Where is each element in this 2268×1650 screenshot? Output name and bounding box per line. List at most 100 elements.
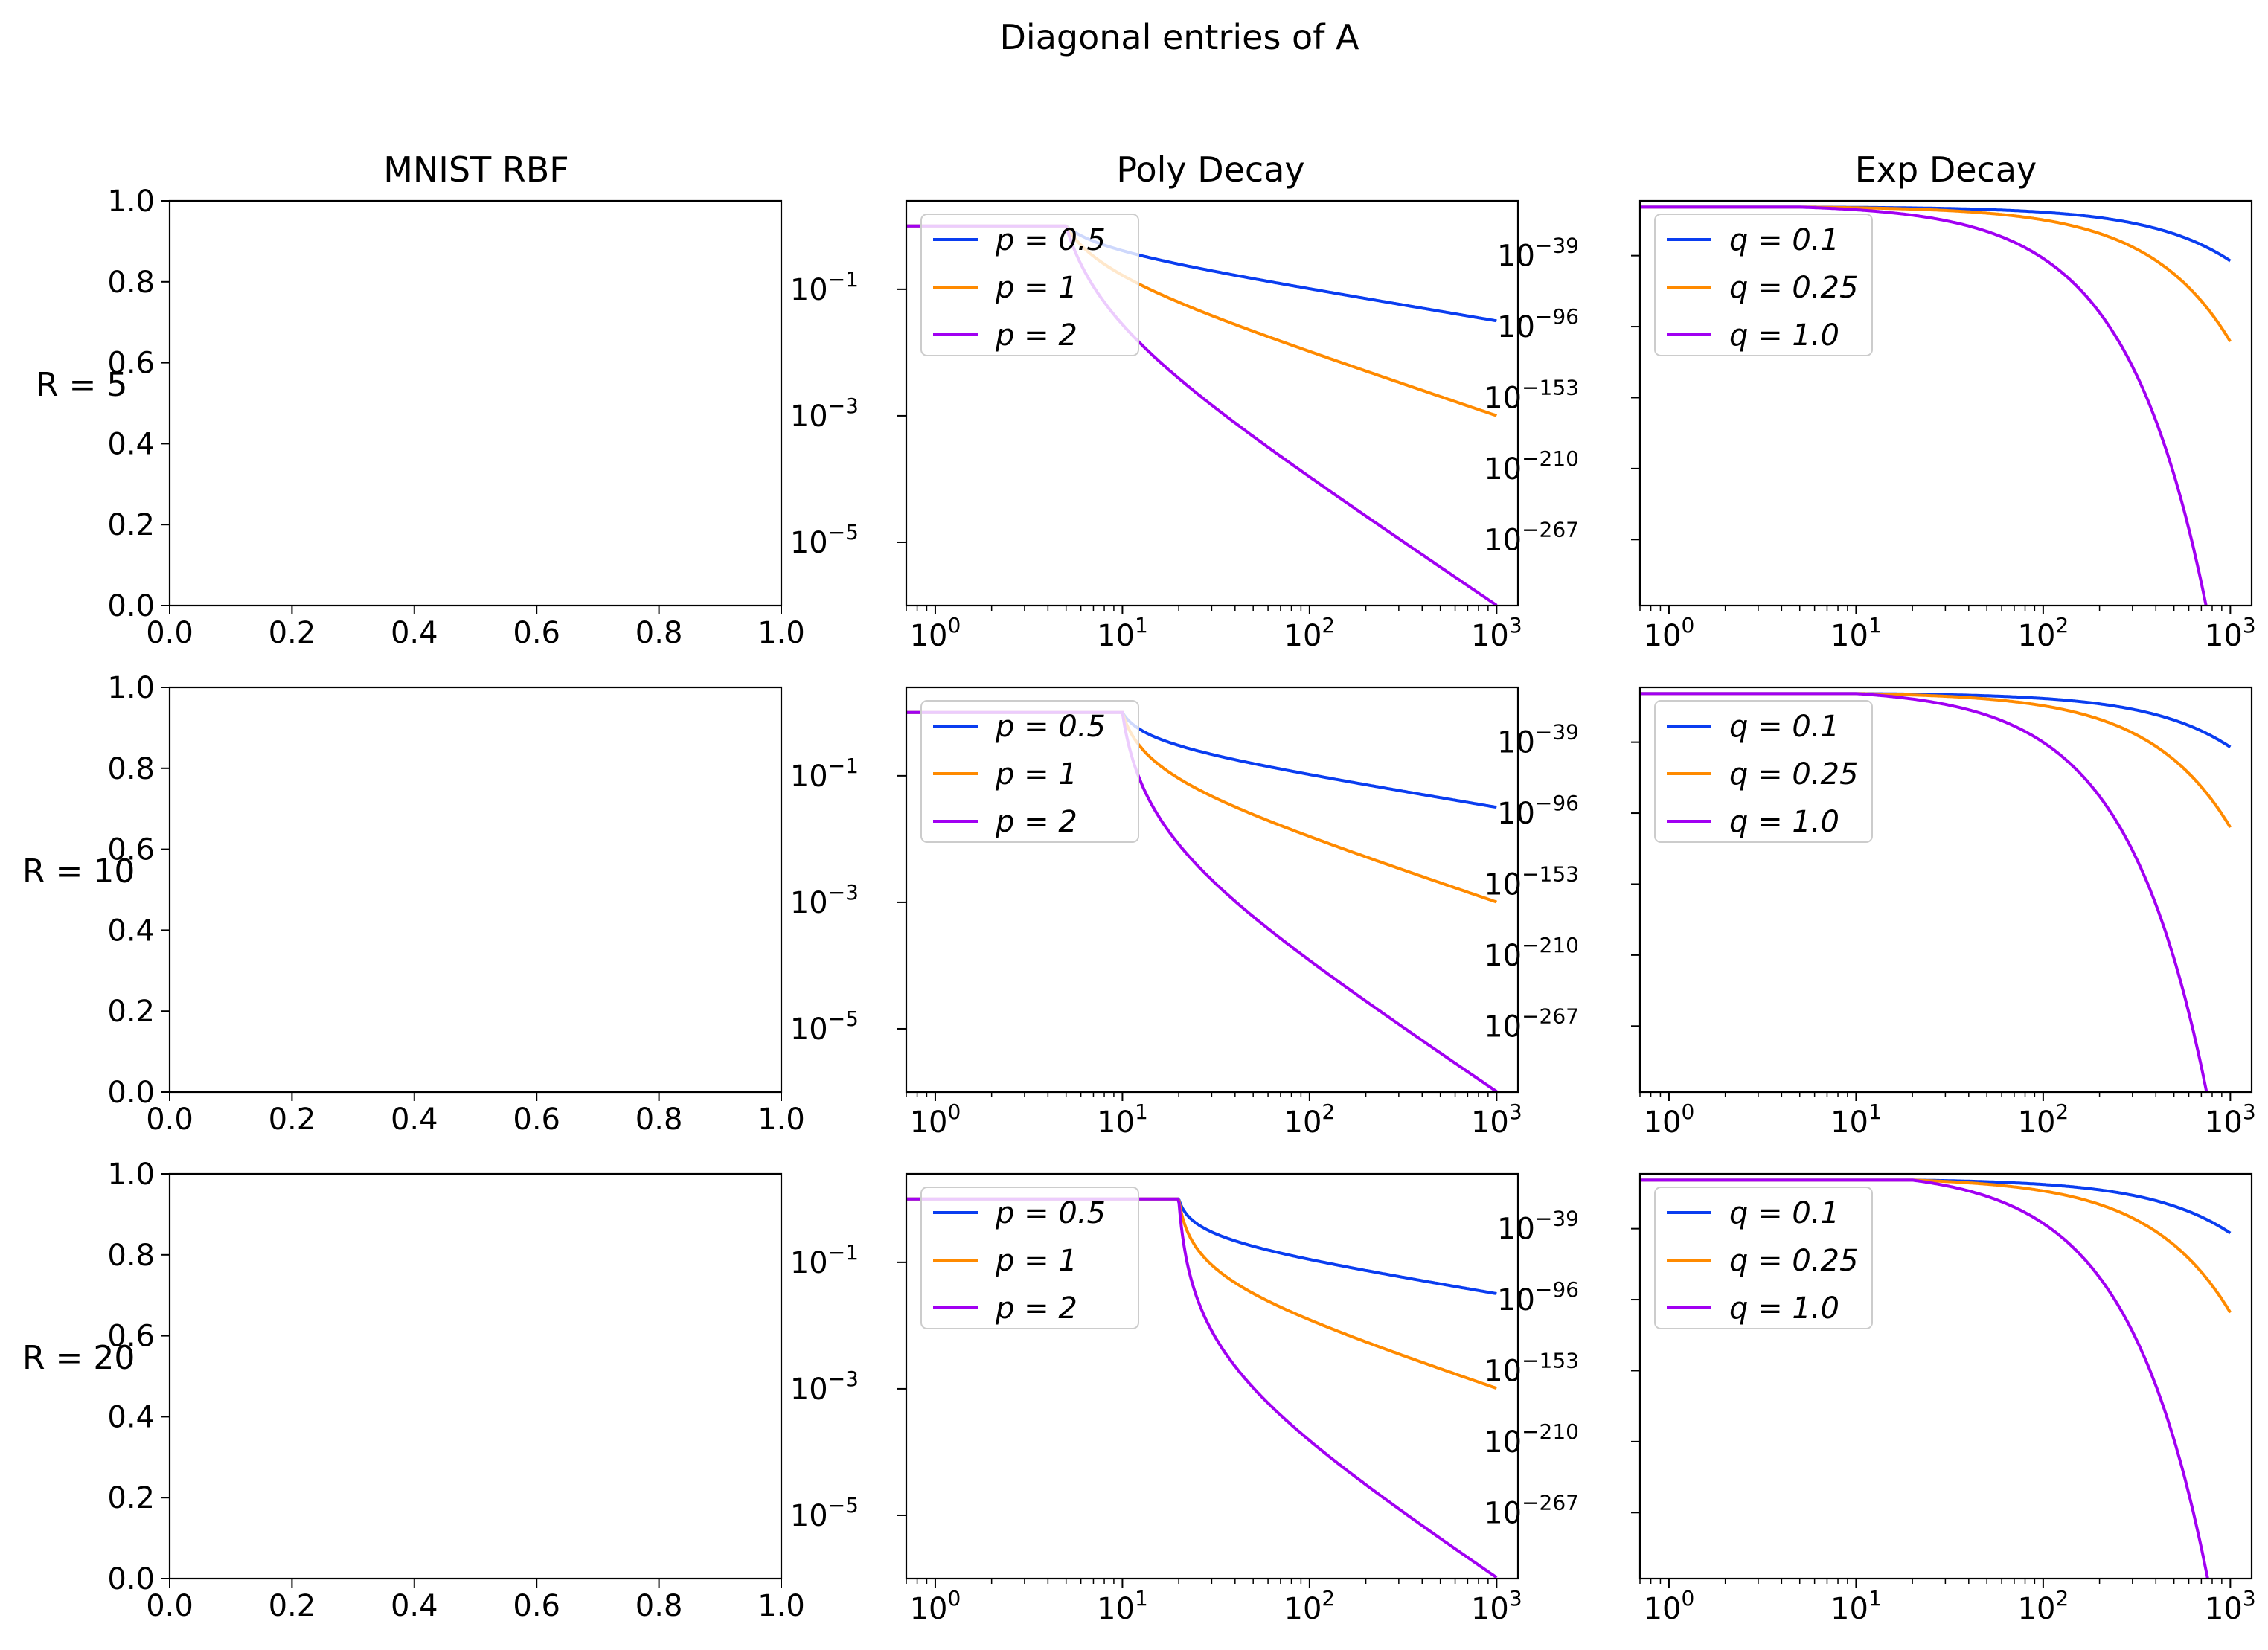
x-tick-label: 103 [2205, 1586, 2256, 1626]
panel-exp-decay-r5: 100 101 102 103 10−39 10−96 10−153 10−210 10−267… [1484, 199, 2256, 653]
series-line-3 [1640, 205, 2208, 606]
x-tick-label: 102 [1284, 1100, 1336, 1140]
x-tick-label: 103 [2205, 1100, 2256, 1140]
y-tick-label: 10−39 [1497, 1207, 1579, 1247]
axes-frame [1638, 686, 2253, 1094]
x-tick-label: 102 [2018, 1100, 2069, 1140]
column-title-poly-decay: Poly Decay [1116, 150, 1304, 190]
y-tick-label: 0.0 [107, 589, 155, 623]
legend: q = 0.1 q = 0.25 q = 1.0 [1654, 1187, 1873, 1329]
legend-label-1: p = 0.5 [995, 223, 1106, 257]
y-tick-label: 10−1 [790, 267, 859, 307]
x-tick-label: 0.6 [513, 1102, 560, 1137]
x-tick-label: 103 [1471, 1100, 1522, 1140]
series-group [1640, 205, 2232, 606]
legend-label-2: q = 0.25 [1729, 271, 1858, 305]
y-tick-label: 0.6 [107, 1320, 155, 1354]
legend: p = 0.5 p = 1 p = 2 [920, 1187, 1139, 1329]
x-tick-label: 100 [910, 1586, 961, 1626]
legend-label-3: p = 2 [995, 1291, 1077, 1326]
legend: p = 0.5 p = 1 p = 2 [920, 214, 1139, 356]
y-tick-label: 0.4 [107, 427, 155, 461]
legend-label-3: q = 1.0 [1729, 1291, 1839, 1326]
axes-frame [1638, 199, 2253, 607]
legend-box [1654, 1187, 1873, 1329]
x-tick-label: 100 [910, 613, 961, 653]
x-tick-label: 100 [910, 1100, 961, 1140]
legend-box [920, 700, 1139, 843]
x-tick-label: 0.0 [146, 1102, 193, 1137]
axes-frame [168, 1172, 783, 1580]
y-tick-label: 10−39 [1497, 234, 1579, 274]
y-tick-label: 0.8 [107, 752, 155, 786]
y-tick-label: 10−3 [790, 1367, 859, 1407]
x-tick-label: 100 [1644, 613, 1695, 653]
y-tick-label: 0.6 [107, 833, 155, 867]
x-tick-label: 102 [2018, 1586, 2069, 1626]
x-tick-label: 0.2 [269, 616, 316, 650]
x-tick-label: 101 [1097, 1586, 1148, 1626]
y-tick-label: 1.0 [107, 671, 155, 705]
column-title-exp-decay: Exp Decay [1855, 150, 2037, 190]
legend-label-1: q = 0.1 [1729, 710, 1839, 744]
y-tick-label: 0.0 [107, 1562, 155, 1596]
legend-label-2: p = 1 [995, 271, 1077, 305]
row-label-r10: R = 10 [22, 853, 135, 890]
x-tick-label: 0.6 [513, 616, 560, 650]
x-tick-label: 0.8 [635, 616, 683, 650]
legend: q = 0.1 q = 0.25 q = 1.0 [1654, 700, 1873, 843]
x-tick-label: 1.0 [757, 1589, 805, 1623]
y-tick-label: 0.4 [107, 914, 155, 948]
axes-frame [905, 1172, 1519, 1580]
y-tick-label: 10−5 [790, 1493, 859, 1533]
y-tick-label: 1.0 [107, 184, 155, 219]
x-tick-label: 101 [1830, 1100, 1882, 1140]
legend-box [920, 214, 1139, 356]
x-tick-label: 0.4 [391, 616, 438, 650]
x-tick-label: 0.8 [635, 1102, 683, 1137]
y-tick-label: 0.8 [107, 1239, 155, 1273]
y-tick-label: 10−96 [1497, 304, 1579, 344]
panel-exp-decay-r10: 100 101 102 103 10−39 10−96 10−153 10−210 10−267… [1484, 686, 2256, 1140]
x-tick-label: 1.0 [757, 1102, 805, 1137]
legend-box [920, 1187, 1139, 1329]
axes-frame [1638, 1172, 2253, 1580]
legend-label-2: q = 0.25 [1729, 757, 1858, 792]
x-tick-label: 102 [2018, 613, 2069, 653]
y-tick-label: 10−267 [1484, 1004, 1579, 1044]
y-tick-label: 10−210 [1484, 933, 1579, 973]
y-tick-label: 0.2 [107, 508, 155, 542]
x-tick-label: 102 [1284, 613, 1336, 653]
x-tick-label: 101 [1830, 1586, 1882, 1626]
x-tick-label: 103 [2205, 613, 2256, 653]
y-tick-label: 10−267 [1484, 517, 1579, 557]
legend-label-1: q = 0.1 [1729, 223, 1839, 257]
axes-frame [168, 199, 783, 607]
row-label-r20: R = 20 [22, 1339, 135, 1377]
x-tick-label: 0.2 [269, 1589, 316, 1623]
legend-label-1: q = 0.1 [1729, 1196, 1839, 1230]
y-tick-label: 10−96 [1497, 791, 1579, 831]
series-group [1640, 692, 2232, 1092]
x-tick-label: 1.0 [757, 616, 805, 650]
legend-label-3: q = 1.0 [1729, 805, 1839, 839]
series-line-3 [1640, 692, 2208, 1092]
legend: q = 0.1 q = 0.25 q = 1.0 [1654, 214, 1873, 356]
panel-exp-decay-r20: 100 101 102 103 10−39 10−96 10−153 10−210 10−267… [1484, 1172, 2256, 1626]
y-tick-label: 10−39 [1497, 720, 1579, 760]
x-tick-label: 0.0 [146, 1589, 193, 1623]
x-tick-label: 100 [1644, 1100, 1695, 1140]
y-tick-label: 10−153 [1484, 861, 1579, 902]
x-tick-label: 103 [1471, 1586, 1522, 1626]
legend-label-1: p = 0.5 [995, 1196, 1106, 1230]
x-tick-label: 101 [1097, 1100, 1148, 1140]
legend-label-2: p = 1 [995, 757, 1077, 792]
y-tick-label: 0.6 [107, 347, 155, 381]
legend-label-3: p = 2 [995, 318, 1077, 353]
y-tick-label: 10−96 [1497, 1277, 1579, 1317]
axes-frame [905, 686, 1519, 1094]
legend-box [1654, 214, 1873, 356]
